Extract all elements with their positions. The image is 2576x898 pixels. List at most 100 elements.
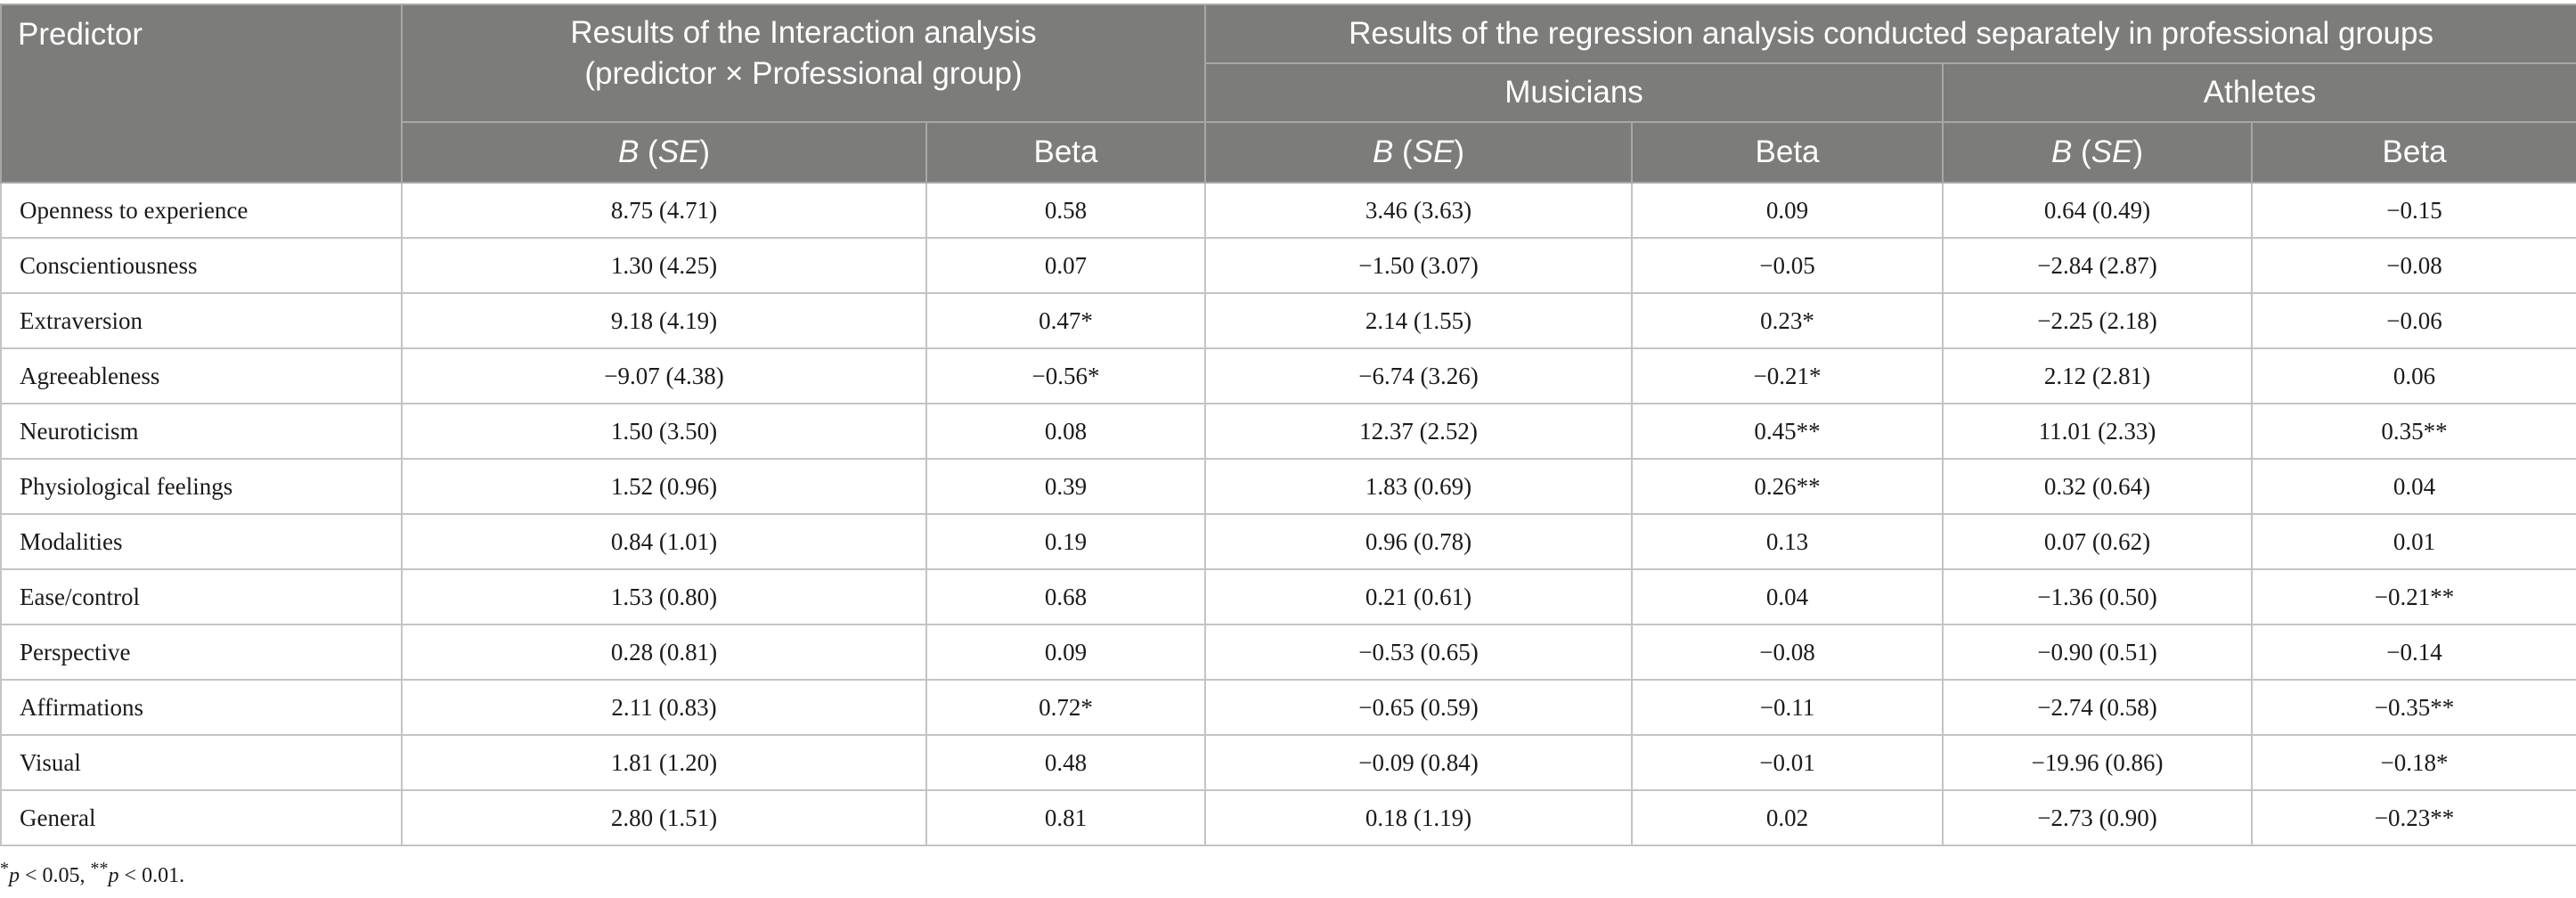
musicians-b-se-header: B (SE) <box>1204 121 1634 184</box>
table-row: Agreeableness −9.07 (4.38) −0.56* −6.74 (3.… <box>0 347 2576 404</box>
musicians-beta-cell: 0.09 <box>1631 182 1944 239</box>
interaction-beta-cell: 0.07 <box>925 237 1207 294</box>
athletes-b-se-cell: 11.01 (2.33) <box>1942 403 2254 460</box>
predictor-cell: Visual <box>0 734 403 791</box>
musicians-b-se-cell: 0.96 (0.78) <box>1204 513 1634 570</box>
athletes-beta-cell: −0.35** <box>2251 679 2576 736</box>
athletes-b-se-cell: 0.32 (0.64) <box>1942 458 2254 515</box>
musicians-header: Musicians <box>1204 62 1944 123</box>
athletes-beta-cell: 0.06 <box>2251 347 2576 404</box>
interaction-b-se-cell: 8.75 (4.71) <box>401 182 927 239</box>
athletes-b-se-cell: 0.64 (0.49) <box>1942 182 2254 239</box>
interaction-b-se-cell: 0.84 (1.01) <box>401 513 927 570</box>
table-body: Openness to experience 8.75 (4.71) 0.58 3.4… <box>0 182 2576 846</box>
athletes-beta-cell: −0.06 <box>2251 292 2576 349</box>
athletes-beta-cell: −0.15 <box>2251 182 2576 239</box>
table-row: General 2.80 (1.51) 0.81 0.18 (1.19) 0.02 −2.… <box>0 789 2576 846</box>
athletes-b-se-header: B (SE) <box>1942 121 2254 184</box>
musicians-beta-cell: −0.05 <box>1631 237 1944 294</box>
interaction-b-se-cell: 1.52 (0.96) <box>401 458 927 515</box>
musicians-b-se-cell: −6.74 (3.26) <box>1204 347 1634 404</box>
table-row: Visual 1.81 (1.20) 0.48 −0.09 (0.84) −0.01 −1… <box>0 734 2576 791</box>
musicians-beta-cell: 0.04 <box>1631 568 1944 625</box>
table-row: Modalities 0.84 (1.01) 0.19 0.96 (0.78) 0.13… <box>0 513 2576 570</box>
athletes-beta-cell: −0.18* <box>2251 734 2576 791</box>
predictor-cell: Physiological feelings <box>0 458 403 515</box>
athletes-b-se-cell: −2.25 (2.18) <box>1942 292 2254 349</box>
predictor-cell: Agreeableness <box>0 347 403 404</box>
musicians-b-se-cell: −0.53 (0.65) <box>1204 624 1634 681</box>
musicians-beta-cell: 0.02 <box>1631 789 1944 846</box>
interaction-beta-cell: 0.39 <box>925 458 1207 515</box>
predictor-cell: Neuroticism <box>0 403 403 460</box>
athletes-b-se-cell: 2.12 (2.81) <box>1942 347 2254 404</box>
musicians-b-se-cell: 1.83 (0.69) <box>1204 458 1634 515</box>
musicians-b-se-cell: 3.46 (3.63) <box>1204 182 1634 239</box>
athletes-beta-cell: 0.35** <box>2251 403 2576 460</box>
interaction-b-se-cell: −9.07 (4.38) <box>401 347 927 404</box>
musicians-beta-cell: 0.13 <box>1631 513 1944 570</box>
athletes-b-se-cell: −2.73 (0.90) <box>1942 789 2254 846</box>
predictor-cell: General <box>0 789 403 846</box>
table-row: Openness to experience 8.75 (4.71) 0.58 3.4… <box>0 182 2576 239</box>
predictor-header: Predictor <box>0 4 403 184</box>
athletes-b-se-cell: 0.07 (0.62) <box>1942 513 2254 570</box>
table-row: Extraversion 9.18 (4.19) 0.47* 2.14 (1.55) 0… <box>0 292 2576 349</box>
table-row: Ease/control 1.53 (0.80) 0.68 0.21 (0.61) 0.… <box>0 568 2576 625</box>
interaction-b-se-cell: 9.18 (4.19) <box>401 292 927 349</box>
predictor-cell: Perspective <box>0 624 403 681</box>
musicians-beta-cell: −0.08 <box>1631 624 1944 681</box>
interaction-beta-header: Beta <box>925 121 1207 184</box>
athletes-beta-cell: −0.23** <box>2251 789 2576 846</box>
athletes-b-se-cell: −19.96 (0.86) <box>1942 734 2254 791</box>
musicians-beta-cell: −0.01 <box>1631 734 1944 791</box>
interaction-b-se-cell: 2.80 (1.51) <box>401 789 927 846</box>
interaction-beta-cell: 0.09 <box>925 624 1207 681</box>
predictor-cell: Ease/control <box>0 568 403 625</box>
results-table: Predictor Results of the Interaction ana… <box>0 4 2576 846</box>
interaction-b-se-cell: 1.53 (0.80) <box>401 568 927 625</box>
significance-footnote: *p < 0.05, **p < 0.01. <box>0 859 185 887</box>
interaction-header-line1: Results of the Interaction analysis <box>570 15 1037 50</box>
athletes-b-se-cell: −1.36 (0.50) <box>1942 568 2254 625</box>
musicians-beta-cell: −0.11 <box>1631 679 1944 736</box>
predictor-cell: Conscientiousness <box>0 237 403 294</box>
musicians-beta-cell: 0.23* <box>1631 292 1944 349</box>
interaction-beta-cell: 0.81 <box>925 789 1207 846</box>
musicians-b-se-cell: 0.21 (0.61) <box>1204 568 1634 625</box>
musicians-b-se-cell: −1.50 (3.07) <box>1204 237 1634 294</box>
interaction-beta-cell: 0.47* <box>925 292 1207 349</box>
musicians-beta-header: Beta <box>1631 121 1944 184</box>
musicians-beta-cell: 0.45** <box>1631 403 1944 460</box>
table-header: Predictor Results of the Interaction ana… <box>0 4 2576 184</box>
athletes-beta-cell: 0.04 <box>2251 458 2576 515</box>
interaction-b-se-cell: 1.30 (4.25) <box>401 237 927 294</box>
interaction-beta-cell: −0.56* <box>925 347 1207 404</box>
predictor-cell: Extraversion <box>0 292 403 349</box>
predictor-cell: Modalities <box>0 513 403 570</box>
interaction-beta-cell: 0.48 <box>925 734 1207 791</box>
interaction-beta-cell: 0.72* <box>925 679 1207 736</box>
athletes-beta-cell: −0.14 <box>2251 624 2576 681</box>
interaction-b-se-cell: 0.28 (0.81) <box>401 624 927 681</box>
interaction-b-se-cell: 2.11 (0.83) <box>401 679 927 736</box>
interaction-b-se-cell: 1.50 (3.50) <box>401 403 927 460</box>
athletes-header: Athletes <box>1942 62 2576 123</box>
interaction-b-se-header: B (SE) <box>401 121 927 184</box>
predictor-cell: Openness to experience <box>0 182 403 239</box>
athletes-b-se-cell: −2.74 (0.58) <box>1942 679 2254 736</box>
musicians-b-se-cell: −0.65 (0.59) <box>1204 679 1634 736</box>
athletes-b-se-cell: −2.84 (2.87) <box>1942 237 2254 294</box>
table-row: Conscientiousness 1.30 (4.25) 0.07 −1.50 (3… <box>0 237 2576 294</box>
musicians-b-se-cell: 12.37 (2.52) <box>1204 403 1634 460</box>
athletes-beta-header: Beta <box>2251 121 2576 184</box>
athletes-beta-cell: 0.01 <box>2251 513 2576 570</box>
athletes-beta-cell: −0.21** <box>2251 568 2576 625</box>
interaction-analysis-header: Results of the Interaction analysis (pred… <box>400 4 1207 123</box>
table-row: Physiological feelings 1.52 (0.96) 0.39 1.8… <box>0 458 2576 515</box>
musicians-b-se-cell: 2.14 (1.55) <box>1204 292 1634 349</box>
musicians-b-se-cell: 0.18 (1.19) <box>1204 789 1634 846</box>
regression-analysis-header: Results of the regression analysis condu… <box>1204 4 2576 64</box>
musicians-b-se-cell: −0.09 (0.84) <box>1204 734 1634 791</box>
interaction-b-se-cell: 1.81 (1.20) <box>401 734 927 791</box>
